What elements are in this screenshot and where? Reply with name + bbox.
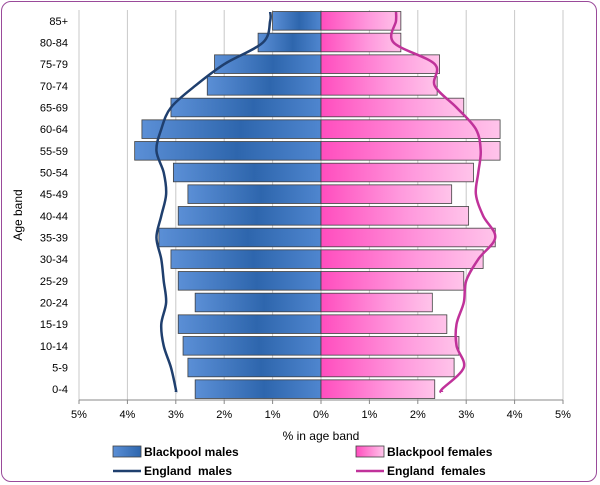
x-tick-label: 1% — [265, 409, 281, 421]
grid-layer — [78, 10, 564, 400]
y-tick-label: 0-4 — [52, 384, 68, 396]
legend: Blackpool males Blackpool females England … — [112, 445, 493, 478]
x-axis-title: % in age band — [283, 429, 360, 443]
y-tick-label: 35-39 — [40, 233, 68, 245]
y-axis-title: Age band — [11, 189, 25, 240]
y-tick-label: 15-19 — [40, 319, 68, 331]
x-tick-label: 4% — [507, 409, 523, 421]
axis-layer: Age band % in age band 5% 4% 3% 2% 1% 0% 1% 2% 3… — [11, 16, 571, 443]
legend-item: England males — [113, 464, 232, 478]
bar-female — [320, 227, 496, 248]
bar-male — [194, 292, 322, 313]
legend-label: England females — [387, 464, 486, 478]
bar-male — [134, 141, 322, 161]
legend-label: Blackpool males — [144, 445, 239, 459]
y-tick-label: 55-59 — [40, 146, 68, 158]
x-tick-label: 0% — [313, 409, 329, 421]
legend-item: England females — [356, 464, 486, 478]
y-tick-label: 75-79 — [40, 59, 68, 71]
x-tick-label: 4% — [119, 409, 135, 421]
x-tick-label: 2% — [410, 409, 426, 421]
bar-female — [320, 32, 402, 53]
bar-male — [182, 336, 322, 356]
line-layer — [155, 11, 497, 394]
bar-male — [170, 97, 322, 118]
bar-male — [170, 249, 322, 269]
bar-male — [272, 11, 322, 31]
bar-male — [194, 379, 322, 399]
x-tick-label: 2% — [216, 409, 232, 421]
y-tick-label: 85+ — [49, 16, 68, 28]
y-tick-label: 50-54 — [40, 168, 68, 180]
y-tick-label: 65-69 — [40, 103, 68, 115]
bar-female — [320, 336, 460, 356]
bar-male — [141, 119, 322, 139]
x-tick-label: 3% — [458, 409, 474, 421]
bar-female — [320, 379, 436, 399]
y-tick-label: 40-44 — [40, 211, 68, 223]
bar-male — [172, 162, 322, 183]
legend-label: Blackpool females — [387, 445, 493, 459]
x-tick-label: 5% — [71, 409, 87, 421]
y-tick-label: 70-74 — [40, 81, 68, 93]
bar-female — [320, 249, 484, 269]
x-tick-label: 5% — [555, 409, 571, 421]
bar-female — [320, 76, 438, 96]
y-tick-label: 60-64 — [40, 124, 68, 136]
bar-female — [320, 54, 440, 74]
legend-item: Blackpool males — [112, 445, 239, 459]
bar-male — [214, 54, 322, 74]
y-tick-label: 45-49 — [40, 189, 68, 201]
y-tick-label: 80-84 — [40, 38, 68, 50]
bar-male — [177, 271, 322, 291]
legend-label: England males — [144, 464, 232, 478]
bar-female — [320, 206, 470, 226]
bar-male — [177, 206, 322, 226]
bar-female — [320, 357, 455, 378]
y-tick-label: 10-14 — [40, 341, 68, 353]
bar-male — [177, 314, 322, 334]
bar-male — [158, 227, 322, 248]
bar-male — [206, 76, 322, 96]
line-england-males — [155, 11, 272, 394]
bar-female — [320, 11, 402, 31]
bar-female — [320, 314, 448, 334]
y-tick-label: 30-34 — [40, 254, 68, 266]
line-england-females — [389, 11, 497, 394]
bar-female — [320, 184, 453, 204]
x-tick-label: 1% — [361, 409, 377, 421]
legend-item: Blackpool females — [355, 445, 493, 459]
y-tick-label: 5-9 — [52, 363, 68, 375]
bar-female — [320, 119, 501, 139]
legend-swatch — [112, 445, 142, 458]
bar-male — [187, 184, 322, 204]
bar-male — [187, 357, 322, 378]
y-tick-label: 25-29 — [40, 276, 68, 288]
bar-female — [320, 97, 465, 118]
bar-layer — [134, 11, 501, 399]
bar-female — [320, 162, 474, 183]
x-tick-label: 3% — [168, 409, 184, 421]
bar-female — [320, 141, 501, 161]
y-tick-label: 20-24 — [40, 298, 68, 310]
legend-swatch — [355, 445, 385, 458]
bar-female — [320, 292, 433, 313]
bar-female — [320, 271, 465, 291]
